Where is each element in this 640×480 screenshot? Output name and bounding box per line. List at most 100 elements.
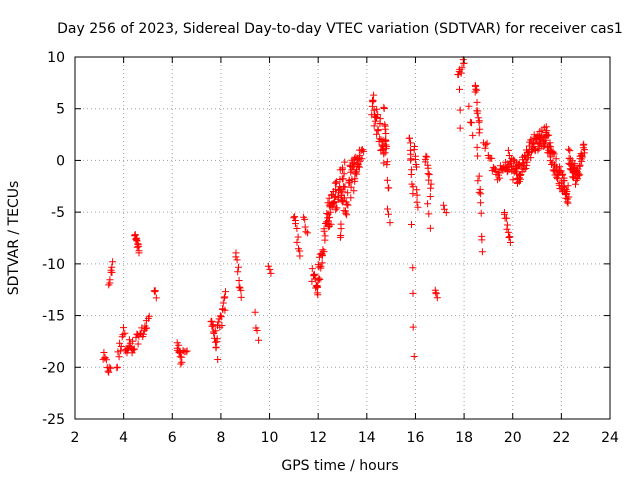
data-point	[408, 166, 416, 174]
data-point	[505, 234, 513, 241]
data-point	[339, 165, 346, 173]
data-point	[267, 269, 275, 277]
x-tick-label: 22	[552, 430, 570, 446]
y-tick-label: -15	[42, 309, 65, 325]
data-point	[473, 143, 481, 151]
data-point	[413, 191, 421, 199]
data-point	[440, 205, 448, 213]
data-point	[131, 231, 139, 239]
data-point	[566, 155, 574, 163]
data-point	[440, 201, 448, 209]
data-point	[315, 274, 323, 282]
data-point	[233, 256, 241, 264]
data-point	[129, 346, 137, 354]
data-point	[182, 348, 190, 356]
data-point	[301, 223, 309, 231]
data-point	[330, 199, 338, 206]
data-point	[294, 233, 302, 241]
data-point	[235, 277, 243, 284]
data-point	[482, 141, 490, 149]
chart-title: Day 256 of 2023, Sidereal Day-to-day VTE…	[57, 21, 623, 37]
data-point	[477, 209, 485, 217]
data-point	[478, 248, 486, 256]
data-point	[237, 286, 245, 294]
data-point	[554, 175, 561, 183]
data-point	[385, 210, 392, 218]
data-point	[115, 353, 123, 361]
data-point	[108, 263, 116, 271]
data-point	[468, 119, 475, 127]
data-point	[574, 175, 582, 183]
data-point	[235, 283, 243, 291]
data-point	[369, 98, 376, 106]
data-point	[308, 265, 316, 273]
data-point	[342, 209, 350, 217]
x-tick-label: 24	[601, 430, 619, 446]
data-point	[232, 249, 240, 257]
data-point	[313, 289, 321, 297]
data-point	[134, 242, 142, 250]
data-point	[132, 235, 140, 243]
data-point	[142, 325, 150, 333]
data-point	[217, 312, 224, 320]
data-point	[545, 131, 553, 139]
data-point	[116, 339, 124, 347]
data-point	[382, 130, 390, 137]
data-point	[407, 139, 414, 147]
x-tick-label: 18	[455, 430, 473, 446]
data-point	[332, 179, 340, 187]
data-point	[520, 165, 528, 173]
data-point	[382, 145, 390, 153]
data-point	[506, 239, 514, 246]
y-tick-label: -20	[42, 360, 65, 376]
data-point	[572, 180, 579, 188]
data-point	[513, 165, 521, 173]
data-point	[373, 130, 381, 138]
data-point	[475, 188, 483, 196]
data-point	[476, 125, 484, 133]
data-point	[360, 147, 368, 155]
data-point	[413, 198, 421, 206]
x-tick-label: 4	[119, 430, 128, 446]
data-point	[113, 363, 121, 371]
data-point	[563, 188, 571, 195]
data-point	[251, 308, 259, 316]
data-point	[119, 331, 127, 339]
data-point	[432, 290, 440, 298]
y-tick-label: 10	[47, 50, 65, 66]
data-point	[483, 139, 491, 147]
data-point	[327, 220, 335, 228]
data-point	[559, 182, 567, 190]
data-point	[504, 228, 512, 236]
data-point	[559, 170, 567, 178]
data-point	[344, 189, 352, 197]
data-point	[340, 170, 348, 178]
data-point	[129, 337, 137, 345]
data-point	[130, 345, 138, 353]
data-point	[374, 126, 382, 134]
data-point	[218, 322, 226, 329]
data-point	[409, 264, 417, 272]
data-point	[426, 193, 434, 200]
data-point	[125, 336, 133, 344]
data-point	[128, 349, 136, 357]
data-point	[474, 114, 482, 122]
data-point	[576, 161, 584, 169]
x-tick-labels: 2 4 6 8 10 12 14 16 18 20 22 24	[71, 430, 619, 446]
data-point	[222, 288, 229, 296]
data-point	[546, 139, 554, 147]
data-point	[565, 193, 573, 201]
data-point	[496, 174, 504, 182]
data-point	[333, 204, 341, 212]
data-point	[477, 199, 485, 207]
data-point	[253, 327, 261, 334]
data-point	[316, 276, 324, 283]
data-point	[219, 299, 227, 307]
data-point	[503, 214, 511, 222]
data-point	[370, 122, 378, 130]
data-point	[214, 318, 222, 326]
data-point	[481, 144, 489, 152]
data-point	[382, 137, 390, 145]
data-point	[337, 225, 345, 233]
data-point	[475, 172, 483, 180]
